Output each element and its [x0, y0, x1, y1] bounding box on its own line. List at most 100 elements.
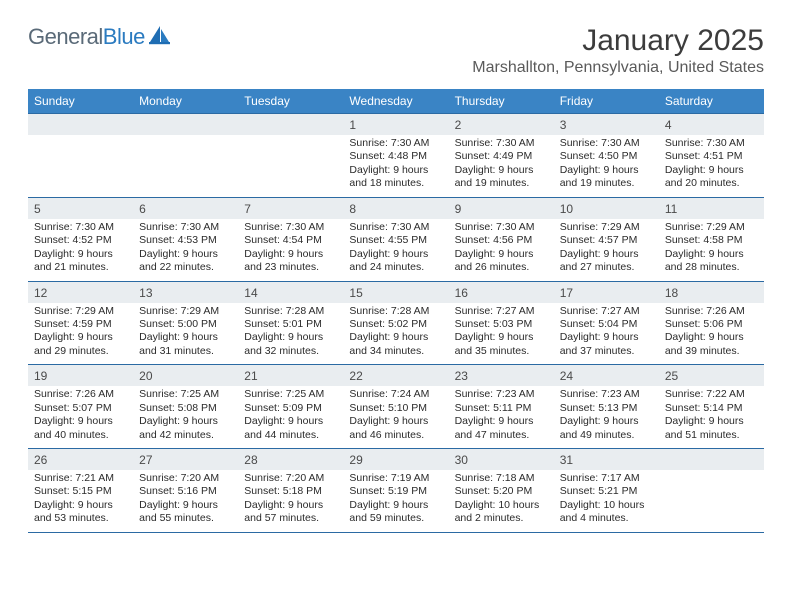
day-body-cell: Sunrise: 7:28 AMSunset: 5:02 PMDaylight:…: [343, 303, 448, 365]
day-number-cell: 18: [659, 281, 764, 303]
day-body-row: Sunrise: 7:30 AMSunset: 4:52 PMDaylight:…: [28, 219, 764, 281]
day-number-cell: 9: [449, 197, 554, 219]
day-number-row: 1234: [28, 114, 764, 136]
day-number: 26: [34, 453, 47, 467]
day-number: 1: [349, 118, 356, 132]
day-number-cell: 6: [133, 197, 238, 219]
day-body-cell: Sunrise: 7:30 AMSunset: 4:48 PMDaylight:…: [343, 135, 448, 197]
day-body-cell: Sunrise: 7:30 AMSunset: 4:51 PMDaylight:…: [659, 135, 764, 197]
day-detail: Sunrise: 7:30 AMSunset: 4:54 PMDaylight:…: [244, 221, 337, 275]
day-detail: Sunrise: 7:28 AMSunset: 5:01 PMDaylight:…: [244, 305, 337, 359]
day-number-cell: [238, 114, 343, 136]
day-number: 29: [349, 453, 362, 467]
day-number: 7: [244, 202, 251, 216]
day-detail: Sunrise: 7:20 AMSunset: 5:16 PMDaylight:…: [139, 472, 232, 526]
day-detail: Sunrise: 7:26 AMSunset: 5:07 PMDaylight:…: [34, 388, 127, 442]
day-number-row: 19202122232425: [28, 365, 764, 387]
day-body-cell: Sunrise: 7:27 AMSunset: 5:04 PMDaylight:…: [554, 303, 659, 365]
day-body-cell: Sunrise: 7:23 AMSunset: 5:13 PMDaylight:…: [554, 386, 659, 448]
day-number-cell: 31: [554, 449, 659, 471]
weekday-header: Wednesday: [343, 89, 448, 114]
day-number-row: 12131415161718: [28, 281, 764, 303]
day-body-cell: Sunrise: 7:25 AMSunset: 5:08 PMDaylight:…: [133, 386, 238, 448]
day-number-cell: 12: [28, 281, 133, 303]
day-number-row: 567891011: [28, 197, 764, 219]
day-number: 31: [560, 453, 573, 467]
day-detail: Sunrise: 7:29 AMSunset: 4:59 PMDaylight:…: [34, 305, 127, 359]
day-number-cell: [28, 114, 133, 136]
day-number: 20: [139, 369, 152, 383]
day-number-cell: 4: [659, 114, 764, 136]
day-detail: Sunrise: 7:30 AMSunset: 4:56 PMDaylight:…: [455, 221, 548, 275]
day-detail: Sunrise: 7:25 AMSunset: 5:08 PMDaylight:…: [139, 388, 232, 442]
day-detail: Sunrise: 7:21 AMSunset: 5:15 PMDaylight:…: [34, 472, 127, 526]
location: Marshallton, Pennsylvania, United States: [472, 59, 764, 77]
day-detail: Sunrise: 7:25 AMSunset: 5:09 PMDaylight:…: [244, 388, 337, 442]
month-title: January 2025: [472, 24, 764, 57]
day-detail: Sunrise: 7:26 AMSunset: 5:06 PMDaylight:…: [665, 305, 758, 359]
day-number: 19: [34, 369, 47, 383]
day-detail: Sunrise: 7:29 AMSunset: 4:58 PMDaylight:…: [665, 221, 758, 275]
day-body-cell: [133, 135, 238, 197]
day-number-cell: 19: [28, 365, 133, 387]
weekday-header: Friday: [554, 89, 659, 114]
day-body-cell: Sunrise: 7:30 AMSunset: 4:52 PMDaylight:…: [28, 219, 133, 281]
day-number-cell: 29: [343, 449, 448, 471]
day-detail: Sunrise: 7:29 AMSunset: 4:57 PMDaylight:…: [560, 221, 653, 275]
day-detail: Sunrise: 7:27 AMSunset: 5:04 PMDaylight:…: [560, 305, 653, 359]
day-detail: Sunrise: 7:30 AMSunset: 4:51 PMDaylight:…: [665, 137, 758, 191]
day-body-cell: Sunrise: 7:21 AMSunset: 5:15 PMDaylight:…: [28, 470, 133, 532]
day-detail: Sunrise: 7:23 AMSunset: 5:13 PMDaylight:…: [560, 388, 653, 442]
weekday-header: Tuesday: [238, 89, 343, 114]
day-number-cell: 26: [28, 449, 133, 471]
day-number-cell: 15: [343, 281, 448, 303]
logo-text-blue: Blue: [103, 24, 145, 49]
day-number-cell: 1: [343, 114, 448, 136]
day-body-row: Sunrise: 7:21 AMSunset: 5:15 PMDaylight:…: [28, 470, 764, 532]
day-number-cell: [133, 114, 238, 136]
day-detail: Sunrise: 7:28 AMSunset: 5:02 PMDaylight:…: [349, 305, 442, 359]
day-body-cell: [28, 135, 133, 197]
day-number: 16: [455, 286, 468, 300]
day-body-cell: Sunrise: 7:25 AMSunset: 5:09 PMDaylight:…: [238, 386, 343, 448]
day-number-row: 262728293031: [28, 449, 764, 471]
day-number: 14: [244, 286, 257, 300]
day-number: 10: [560, 202, 573, 216]
day-detail: Sunrise: 7:30 AMSunset: 4:49 PMDaylight:…: [455, 137, 548, 191]
day-detail: Sunrise: 7:30 AMSunset: 4:50 PMDaylight:…: [560, 137, 653, 191]
day-detail: Sunrise: 7:18 AMSunset: 5:20 PMDaylight:…: [455, 472, 548, 526]
day-number: 9: [455, 202, 462, 216]
day-detail: Sunrise: 7:29 AMSunset: 5:00 PMDaylight:…: [139, 305, 232, 359]
day-body-row: Sunrise: 7:30 AMSunset: 4:48 PMDaylight:…: [28, 135, 764, 197]
day-body-cell: Sunrise: 7:19 AMSunset: 5:19 PMDaylight:…: [343, 470, 448, 532]
day-number: 13: [139, 286, 152, 300]
day-detail: Sunrise: 7:22 AMSunset: 5:14 PMDaylight:…: [665, 388, 758, 442]
day-number-cell: 13: [133, 281, 238, 303]
day-body-cell: Sunrise: 7:24 AMSunset: 5:10 PMDaylight:…: [343, 386, 448, 448]
day-body-cell: Sunrise: 7:26 AMSunset: 5:06 PMDaylight:…: [659, 303, 764, 365]
day-body-row: Sunrise: 7:26 AMSunset: 5:07 PMDaylight:…: [28, 386, 764, 448]
day-number-cell: 21: [238, 365, 343, 387]
day-body-cell: Sunrise: 7:30 AMSunset: 4:55 PMDaylight:…: [343, 219, 448, 281]
day-number-cell: [659, 449, 764, 471]
day-body-cell: Sunrise: 7:29 AMSunset: 5:00 PMDaylight:…: [133, 303, 238, 365]
day-body-cell: Sunrise: 7:30 AMSunset: 4:53 PMDaylight:…: [133, 219, 238, 281]
day-number: 22: [349, 369, 362, 383]
weekday-header: Thursday: [449, 89, 554, 114]
logo-text-general: General: [28, 24, 103, 49]
day-body-cell: Sunrise: 7:28 AMSunset: 5:01 PMDaylight:…: [238, 303, 343, 365]
day-number-cell: 24: [554, 365, 659, 387]
day-body-cell: Sunrise: 7:22 AMSunset: 5:14 PMDaylight:…: [659, 386, 764, 448]
day-body-cell: Sunrise: 7:26 AMSunset: 5:07 PMDaylight:…: [28, 386, 133, 448]
day-number: 25: [665, 369, 678, 383]
day-number: 27: [139, 453, 152, 467]
day-number-cell: 20: [133, 365, 238, 387]
day-number-cell: 22: [343, 365, 448, 387]
sail-icon: [149, 25, 171, 50]
day-number-cell: 3: [554, 114, 659, 136]
day-number-cell: 30: [449, 449, 554, 471]
day-number-cell: 25: [659, 365, 764, 387]
day-detail: Sunrise: 7:30 AMSunset: 4:52 PMDaylight:…: [34, 221, 127, 275]
day-detail: Sunrise: 7:30 AMSunset: 4:53 PMDaylight:…: [139, 221, 232, 275]
day-detail: Sunrise: 7:23 AMSunset: 5:11 PMDaylight:…: [455, 388, 548, 442]
